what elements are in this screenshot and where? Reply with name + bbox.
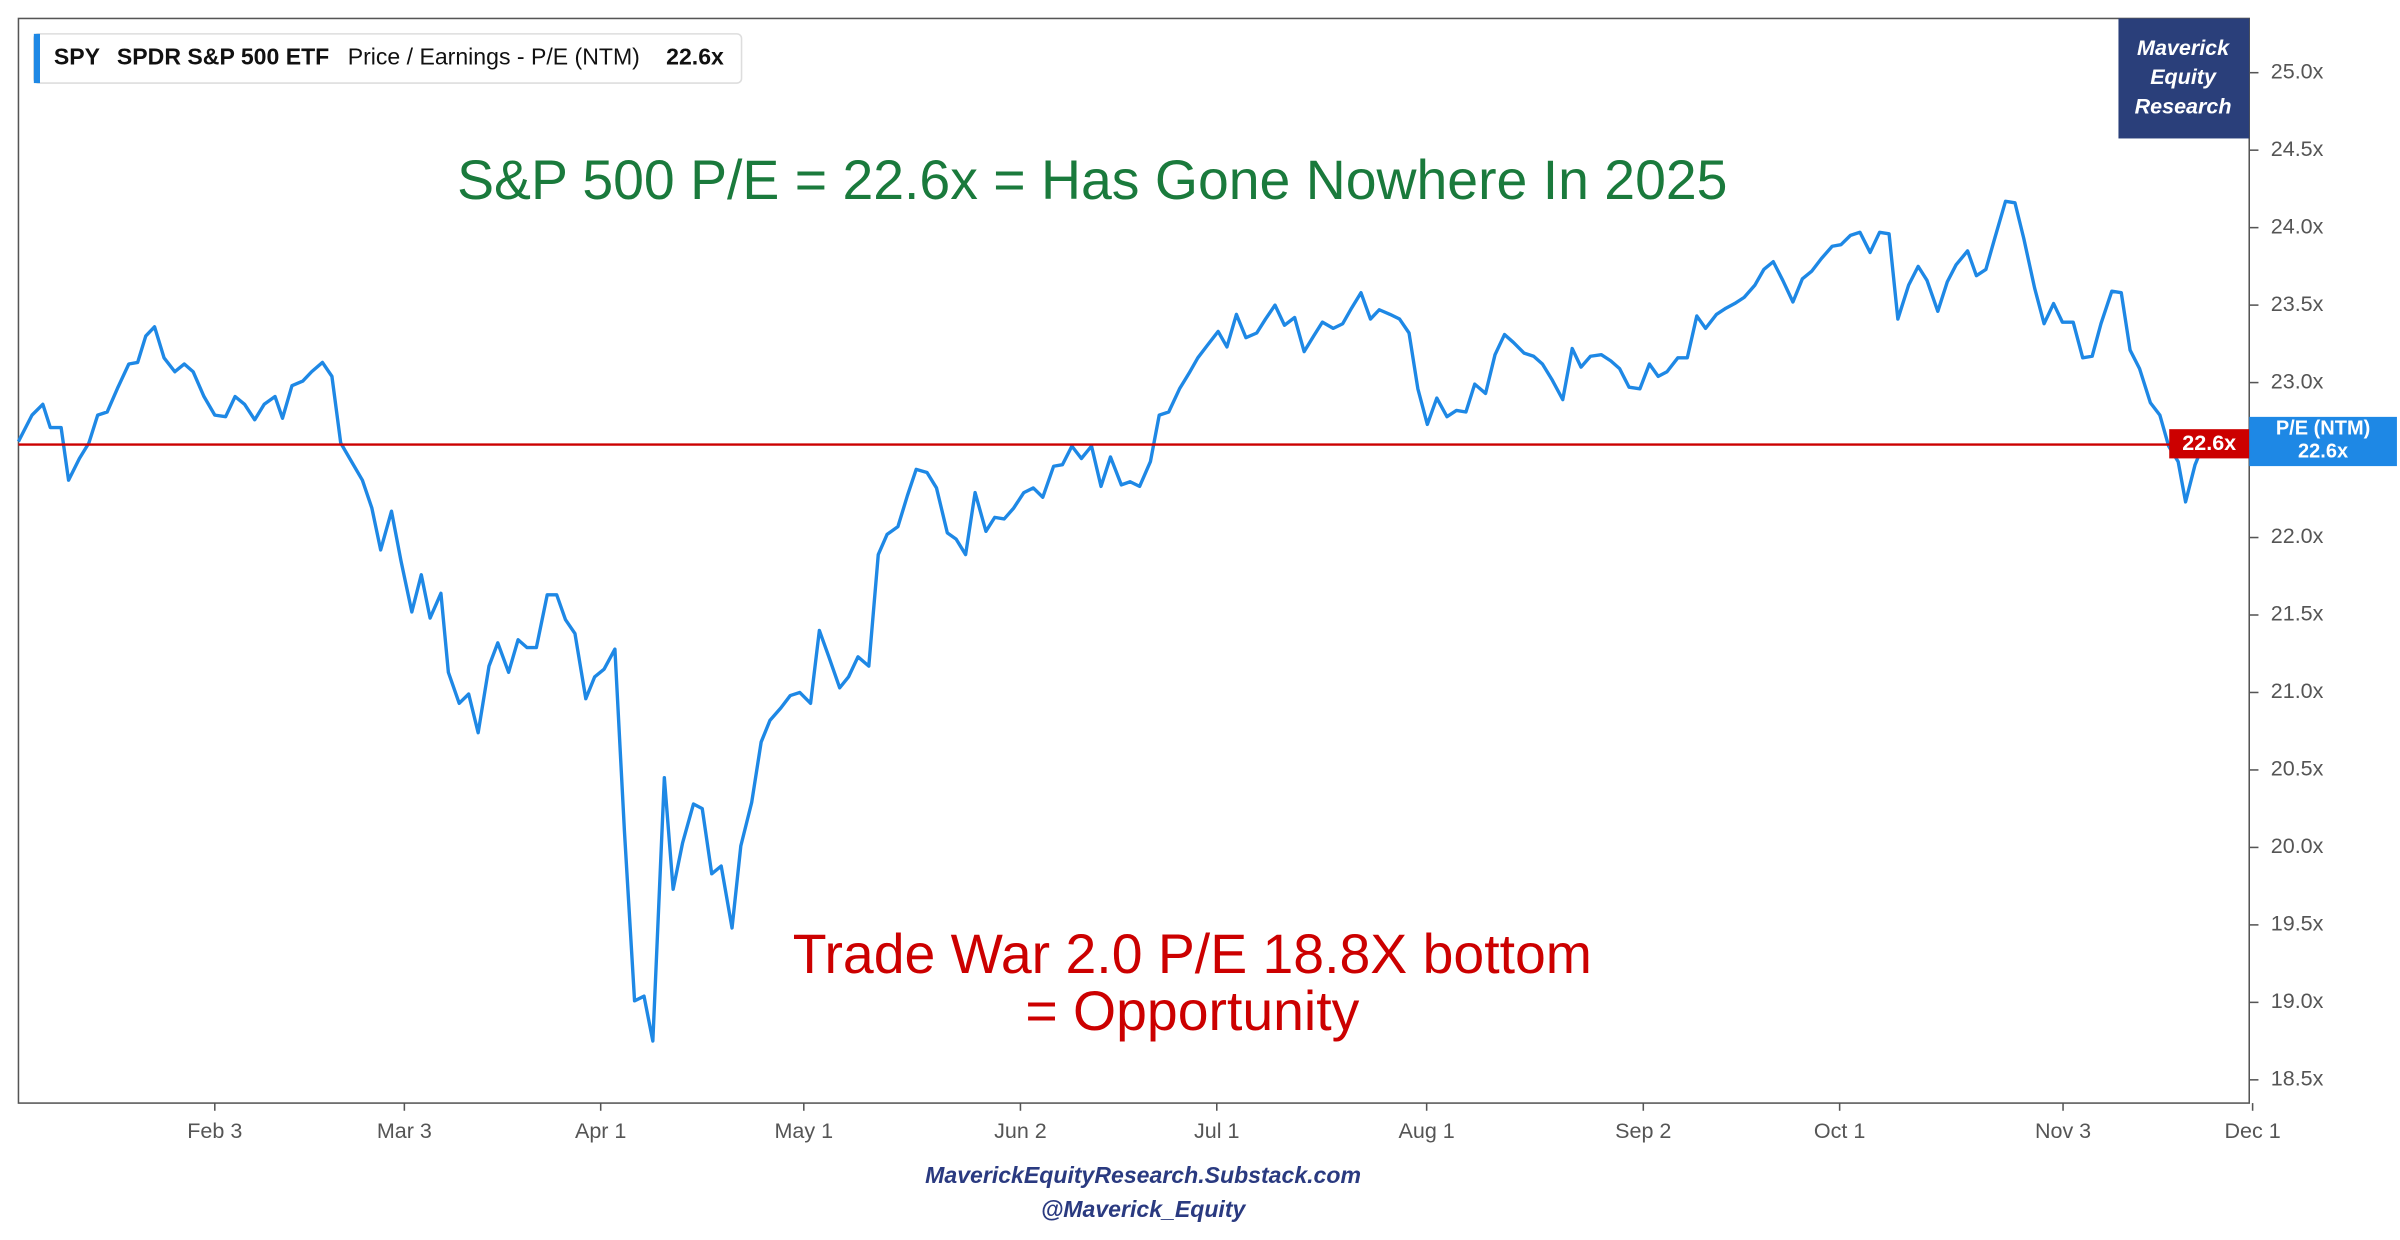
- plot-frame: [17, 17, 2250, 1104]
- y-tick-label: 20.0x: [2271, 834, 2324, 858]
- y-tick-label: 23.5x: [2271, 292, 2324, 316]
- x-tick-label: Jun 2: [994, 1119, 1047, 1143]
- x-tick-label: Aug 1: [1399, 1119, 1455, 1143]
- footer-text: @Maverick_Equity: [1041, 1196, 1247, 1222]
- annotation: = Opportunity: [1025, 980, 1359, 1042]
- y-tick-label: 18.5x: [2271, 1067, 2324, 1091]
- header-value: 22.6x: [666, 44, 724, 70]
- header-metric: Price / Earnings - P/E (NTM): [348, 44, 640, 70]
- logo-text: Maverick: [2137, 36, 2230, 60]
- logo-text: Equity: [2150, 65, 2217, 89]
- y-tick-label: 21.0x: [2271, 679, 2324, 703]
- logo-text: Research: [2135, 94, 2232, 118]
- x-tick-label: Jul 1: [1194, 1119, 1239, 1143]
- x-tick-label: Nov 3: [2035, 1119, 2091, 1143]
- series-name: P/E (NTM): [2276, 417, 2370, 439]
- logo-box: [2118, 18, 2250, 139]
- header-accent: [33, 33, 40, 84]
- y-tick-label: 20.5x: [2271, 757, 2324, 781]
- y-tick-label: 21.5x: [2271, 602, 2324, 626]
- series-tag: [2249, 416, 2397, 467]
- y-tick-label: 24.5x: [2271, 137, 2324, 161]
- y-tick-label: 24.0x: [2271, 214, 2324, 238]
- y-tick-label: 25.0x: [2271, 59, 2324, 83]
- x-tick-label: Feb 3: [187, 1119, 242, 1143]
- header-name: SPDR S&P 500 ETF: [117, 44, 329, 70]
- y-tick-label: 22.0x: [2271, 524, 2324, 548]
- x-tick-label: May 1: [775, 1119, 834, 1143]
- y-tick-label: 19.0x: [2271, 989, 2324, 1013]
- series-line: [16, 199, 2207, 1043]
- chart-title: S&P 500 P/E = 22.6x = Has Gone Nowhere I…: [457, 149, 1727, 211]
- footer-text: MaverickEquityResearch.Substack.com: [925, 1162, 1361, 1188]
- x-tick-label: Sep 2: [1615, 1119, 1671, 1143]
- y-tick-label: 23.0x: [2271, 369, 2324, 393]
- reference-tag: [2169, 429, 2250, 459]
- x-tick-label: Apr 1: [575, 1119, 626, 1143]
- y-tick-label: 19.5x: [2271, 912, 2324, 936]
- x-tick-label: Mar 3: [377, 1119, 432, 1143]
- reference-label: 22.6x: [2182, 431, 2236, 455]
- series-value: 22.6x: [2298, 441, 2348, 463]
- header-ticker: SPY: [54, 44, 101, 70]
- annotation: Trade War 2.0 P/E 18.8X bottom: [793, 923, 1592, 985]
- x-tick-label: Dec 1: [2225, 1119, 2281, 1143]
- x-tick-label: Oct 1: [1814, 1119, 1865, 1143]
